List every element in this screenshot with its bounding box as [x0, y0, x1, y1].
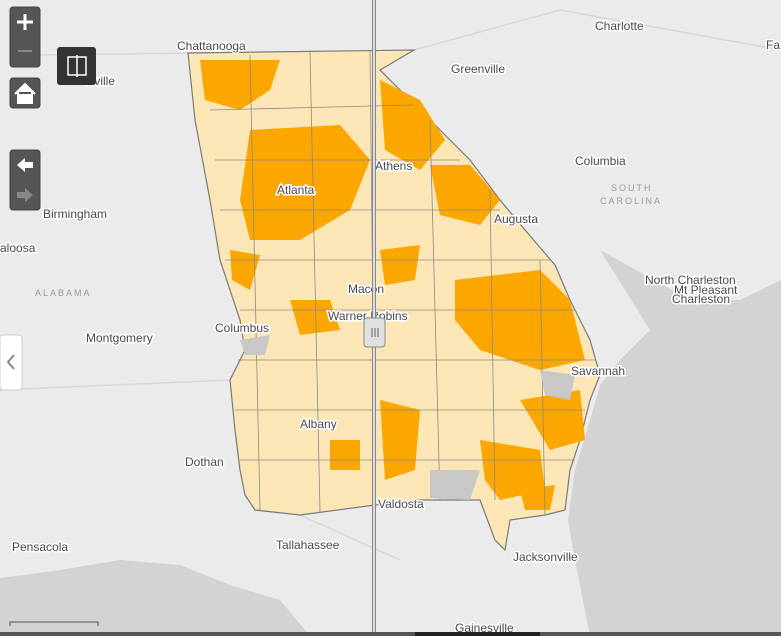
- city-label: Albany: [300, 417, 337, 431]
- region-label: ALABAMA: [35, 288, 92, 298]
- city-label: Gainesville: [455, 621, 514, 635]
- state-border: [0, 9, 781, 561]
- city-label: Birmingham: [43, 207, 107, 221]
- city-label: Charleston: [672, 292, 730, 306]
- scroll-thumb: [415, 632, 540, 636]
- city-label: Valdosta: [378, 497, 424, 511]
- gray-area: [430, 470, 480, 500]
- side-panel-tab[interactable]: [0, 334, 23, 391]
- city-label: Athens: [375, 159, 412, 173]
- city-label: Warner Robins: [328, 309, 408, 323]
- city-label: Savannah: [571, 364, 625, 378]
- patch: [290, 300, 340, 335]
- city-label: North Charleston: [645, 273, 736, 287]
- city-label: Tallahassee: [276, 538, 340, 552]
- city-label: Charlotte: [595, 19, 644, 33]
- forward-button[interactable]: [17, 188, 33, 202]
- state-borders: [0, 9, 781, 561]
- city-label: Macon: [348, 282, 384, 296]
- city-label: Jacksonville: [513, 550, 578, 564]
- zoom-in[interactable]: [17, 14, 33, 30]
- city-label: Dothan: [185, 455, 224, 469]
- handle-grip: [371, 328, 379, 337]
- city-label: Montgomery: [86, 331, 153, 345]
- gulf-of-mexico: [0, 560, 310, 636]
- patch: [480, 440, 545, 500]
- home-icon: [14, 82, 36, 104]
- coverage-patches: [200, 60, 585, 510]
- gray-area: [240, 335, 270, 355]
- gray-area: [540, 370, 575, 400]
- patch: [520, 390, 585, 450]
- patch: [455, 270, 585, 370]
- city-label: Greenville: [451, 62, 505, 76]
- gray-areas: [240, 335, 575, 500]
- city-label: Augusta: [494, 212, 538, 226]
- zoom-controls: [9, 6, 96, 211]
- county-line: [209, 104, 595, 461]
- city-label: Fa: [766, 38, 780, 52]
- city-label: Pensacola: [12, 540, 68, 554]
- region-label: CAROLINA: [600, 196, 662, 206]
- patch: [200, 60, 280, 110]
- city-label: Mt Pleasant: [674, 283, 738, 297]
- city-label: Columbus: [215, 321, 269, 335]
- patch: [330, 440, 360, 470]
- patch: [380, 245, 420, 285]
- patch: [240, 125, 370, 240]
- city-label: Chattanooga: [177, 39, 246, 53]
- back-button[interactable]: [17, 158, 33, 172]
- city-label: Atlanta: [277, 183, 315, 197]
- patch: [380, 80, 445, 170]
- city-label: Columbia: [575, 154, 626, 168]
- city-label: aloosa: [0, 241, 36, 255]
- region-label: SOUTH: [611, 183, 653, 193]
- atlantic-ocean: [568, 250, 781, 636]
- scale-bar: [9, 621, 99, 626]
- chevron: [6, 354, 15, 370]
- patch: [380, 400, 420, 480]
- patch: [520, 485, 555, 510]
- bottom-bar: [0, 632, 781, 636]
